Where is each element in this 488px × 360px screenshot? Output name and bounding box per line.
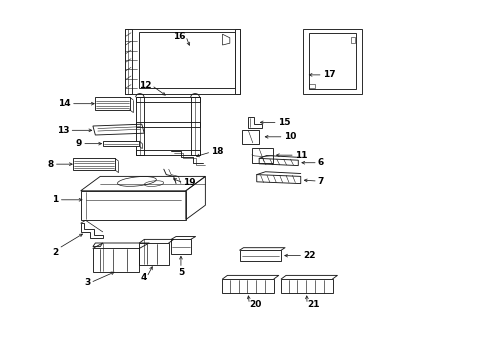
Text: 15: 15 <box>277 118 290 127</box>
Text: 13: 13 <box>57 126 69 135</box>
Text: 6: 6 <box>317 158 324 167</box>
Polygon shape <box>93 243 102 247</box>
Text: 10: 10 <box>283 132 295 141</box>
Text: 9: 9 <box>76 139 82 148</box>
Text: 3: 3 <box>84 278 90 287</box>
Polygon shape <box>234 29 239 94</box>
Polygon shape <box>124 29 239 94</box>
Polygon shape <box>124 29 132 94</box>
Text: 7: 7 <box>317 177 324 186</box>
Polygon shape <box>102 141 139 146</box>
Text: 11: 11 <box>294 151 307 160</box>
Polygon shape <box>139 32 234 88</box>
Text: 8: 8 <box>47 160 54 168</box>
Text: 2: 2 <box>52 248 59 257</box>
Text: 21: 21 <box>306 300 319 309</box>
Text: 12: 12 <box>139 81 151 90</box>
Text: 4: 4 <box>140 273 146 282</box>
Text: 18: 18 <box>211 148 224 157</box>
Text: 16: 16 <box>173 32 185 41</box>
Text: 5: 5 <box>178 268 183 277</box>
Text: 19: 19 <box>183 179 196 188</box>
Text: 1: 1 <box>52 195 59 204</box>
Text: 20: 20 <box>249 300 261 309</box>
Text: 22: 22 <box>303 251 315 260</box>
Text: 17: 17 <box>322 71 335 80</box>
Text: 14: 14 <box>58 99 71 108</box>
